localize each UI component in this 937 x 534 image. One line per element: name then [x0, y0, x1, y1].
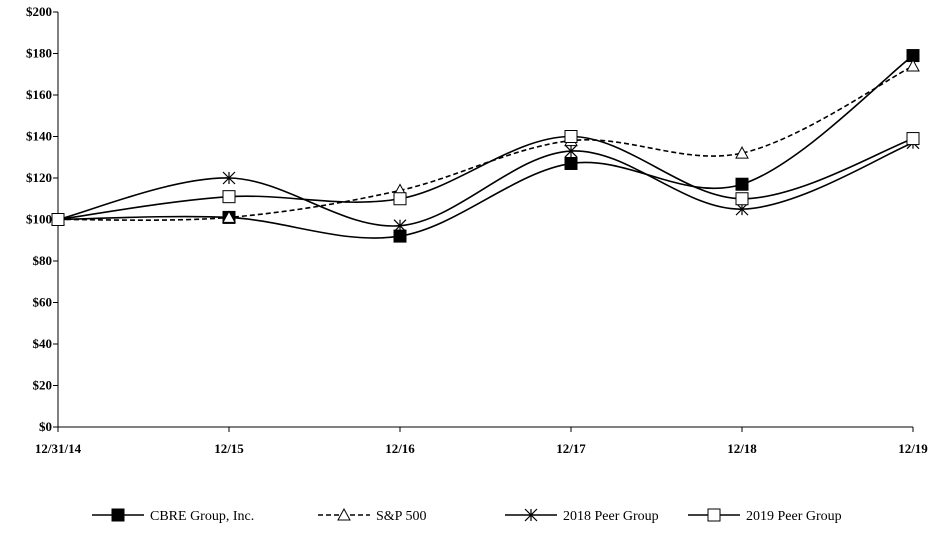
x-tick-label: 12/15 — [214, 441, 244, 456]
data-point-s3-1 — [222, 190, 236, 204]
legend-marker — [337, 507, 351, 521]
marker-shape — [735, 146, 749, 159]
y-tick-label: $140 — [26, 129, 52, 144]
marker-shape — [51, 213, 65, 226]
data-point-s3-3 — [564, 130, 578, 143]
marker-shape — [906, 58, 920, 72]
y-tick-label: $80 — [33, 253, 53, 268]
marker-shape — [337, 507, 351, 521]
data-point-s1-5 — [906, 58, 920, 72]
y-tick-label: $40 — [33, 336, 53, 351]
y-axis-ticks: $0 $20 $40 $60 $80 $100 $120 $140 $160 $180 $200 — [26, 4, 58, 434]
data-point-s0-4 — [735, 177, 749, 191]
series-line-1 — [57, 65, 914, 221]
y-tick-label: $60 — [33, 295, 53, 310]
data-point-s1-1 — [222, 210, 236, 223]
legend-marker — [111, 508, 125, 522]
y-tick-label: $0 — [39, 419, 52, 434]
series-line-3 — [57, 135, 914, 221]
marker-shape — [707, 508, 721, 522]
y-tick-label: $160 — [26, 87, 52, 102]
data-point-s2-1 — [222, 171, 236, 185]
marker-shape — [735, 192, 749, 206]
y-tick-label: $200 — [26, 4, 52, 19]
marker-shape — [564, 130, 578, 143]
data-point-s0-3 — [564, 156, 578, 170]
y-tick-label: $100 — [26, 212, 52, 227]
x-tick-label: 12/16 — [385, 441, 415, 456]
marker-shape — [393, 192, 407, 206]
marker-shape — [222, 190, 236, 204]
marker-shape — [393, 229, 407, 243]
y-tick-label: $180 — [26, 46, 52, 61]
marker-shape — [222, 210, 236, 223]
marker-shape — [735, 177, 749, 191]
legend-label: S&P 500 — [376, 509, 426, 524]
legend-item-0: CBRE Group, Inc. — [92, 508, 254, 524]
legend: CBRE Group, Inc. S&P 500 2018 Peer Group 20… — [92, 507, 842, 524]
marker-shape — [111, 508, 125, 522]
series-lines — [57, 54, 914, 239]
marker-shape — [564, 156, 578, 170]
legend-label: CBRE Group, Inc. — [150, 509, 254, 524]
x-axis-ticks: 12/31/14 12/15 12/16 12/17 12/18 12/19 — [35, 427, 928, 456]
x-tick-label: 12/17 — [556, 441, 586, 456]
data-point-s2-2 — [393, 219, 407, 233]
legend-item-3: 2019 Peer Group — [688, 508, 842, 524]
data-point-s3-5 — [906, 132, 920, 146]
series-line-2 — [57, 141, 914, 227]
legend-label: 2018 Peer Group — [563, 509, 659, 524]
legend-item-1: S&P 500 — [318, 507, 426, 524]
series-line-0 — [57, 54, 914, 239]
y-tick-label: $120 — [26, 170, 52, 185]
data-point-s3-2 — [393, 192, 407, 206]
y-tick-label: $20 — [33, 378, 53, 393]
data-point-s1-4 — [735, 146, 749, 159]
data-point-s3-0 — [51, 213, 65, 226]
legend-item-2: 2018 Peer Group — [505, 508, 659, 524]
marker-shape — [906, 132, 920, 146]
x-tick-label: 12/31/14 — [35, 441, 82, 456]
data-point-s2-3 — [564, 144, 578, 158]
data-point-s3-4 — [735, 192, 749, 206]
legend-label: 2019 Peer Group — [746, 509, 842, 524]
data-point-s0-2 — [393, 229, 407, 243]
legend-marker — [524, 508, 538, 522]
series-markers — [51, 49, 920, 243]
x-tick-label: 12/19 — [898, 441, 928, 456]
x-tick-label: 12/18 — [727, 441, 757, 456]
legend-marker — [707, 508, 721, 522]
